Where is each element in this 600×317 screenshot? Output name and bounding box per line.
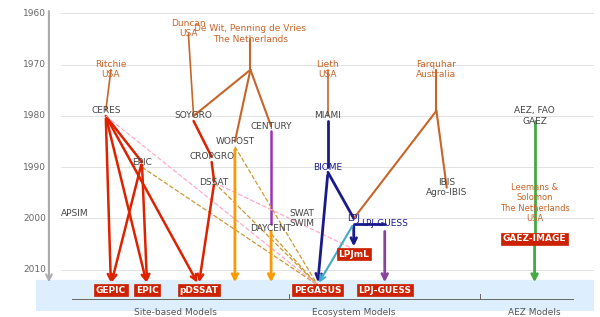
Text: AEZ Models: AEZ Models	[508, 308, 561, 317]
Text: APSIM: APSIM	[61, 209, 89, 218]
Text: 2000: 2000	[23, 214, 46, 223]
Text: Lieth
USA: Lieth USA	[317, 60, 339, 80]
Text: SWAT
SWIM: SWAT SWIM	[290, 209, 314, 228]
Text: 1980: 1980	[23, 111, 46, 120]
Text: 1970: 1970	[23, 60, 46, 69]
Text: Ritchie
USA: Ritchie USA	[95, 60, 127, 80]
Text: CENTURY: CENTURY	[250, 122, 292, 131]
Text: 1960: 1960	[23, 9, 46, 18]
Text: Duncan
USA: Duncan USA	[171, 19, 206, 38]
Text: LPJ-GUESS: LPJ-GUESS	[361, 219, 408, 228]
Text: CERES: CERES	[91, 106, 121, 115]
Text: BIOME: BIOME	[313, 163, 343, 172]
Text: DSSAT: DSSAT	[200, 178, 229, 187]
Text: CROPGRO: CROPGRO	[189, 152, 234, 161]
Text: SOYGRO: SOYGRO	[175, 111, 212, 120]
Text: Ecosystem Models: Ecosystem Models	[312, 308, 395, 317]
Text: Farquhar
Australia: Farquhar Australia	[416, 60, 457, 80]
Text: pDSSAT: pDSSAT	[179, 286, 218, 295]
Text: PEGASUS: PEGASUS	[294, 286, 341, 295]
Text: LPJ-GUESS: LPJ-GUESS	[358, 286, 411, 295]
Text: IBIS
Agro-IBIS: IBIS Agro-IBIS	[426, 178, 467, 197]
Text: 1990: 1990	[23, 163, 46, 172]
Text: EPIC: EPIC	[132, 158, 152, 166]
Text: AEZ, FAO
GAEZ: AEZ, FAO GAEZ	[514, 106, 555, 126]
Text: 2010: 2010	[23, 265, 46, 274]
Text: GAEZ-IMAGE: GAEZ-IMAGE	[503, 234, 566, 243]
Text: Leemans &
Solomon
The Netherlands
USA: Leemans & Solomon The Netherlands USA	[500, 183, 569, 223]
Text: LPJ: LPJ	[347, 214, 360, 223]
Text: DAYCENT: DAYCENT	[251, 224, 292, 233]
Text: Site-based Models: Site-based Models	[134, 308, 217, 317]
Text: De Wit, Penning de Vries
The Netherlands: De Wit, Penning de Vries The Netherlands	[194, 24, 307, 44]
Text: MIAMI: MIAMI	[314, 111, 341, 120]
Text: WOFOST: WOFOST	[215, 137, 254, 146]
Text: LPJmL: LPJmL	[338, 250, 369, 259]
Bar	[36, 280, 594, 311]
Text: GEPIC: GEPIC	[96, 286, 126, 295]
Text: EPIC: EPIC	[136, 286, 158, 295]
